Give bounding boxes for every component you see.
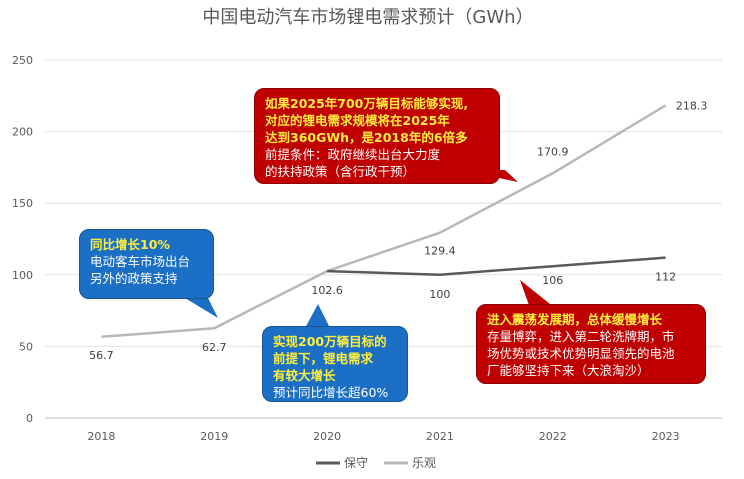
callout-tail-target	[305, 304, 330, 328]
y-tick-label: 200	[12, 126, 33, 139]
callout-line: 进入震荡发展期，总体缓慢增长	[487, 312, 663, 327]
data-label: 218.3	[676, 99, 708, 112]
data-label: 129.4	[424, 245, 456, 258]
x-axis: 2018 2019 2020 2021 2022 2023	[87, 430, 679, 443]
x-tick-label: 2022	[539, 430, 567, 443]
series-line-conservative	[327, 256, 666, 277]
data-label: 170.9	[537, 145, 569, 158]
callout-line: 如果2025年700万辆目标能够实现,	[265, 96, 469, 111]
legend: 保守 乐观	[316, 456, 436, 470]
callout-line: 前提条件：政府继续出台大力度	[265, 147, 441, 162]
callout-line: 存量博弈，进入第二轮洗牌期，市	[487, 329, 675, 344]
data-label: 106	[542, 274, 563, 287]
data-labels: 56.7 62.7 102.6 129.4 170.9 218.3 100 106 112	[89, 99, 707, 361]
data-label: 112	[655, 271, 676, 284]
callout-line: 同比增长10%	[90, 237, 170, 252]
data-label: 100	[429, 288, 450, 301]
callout-line: 对应的锂电需求规模将在2025年	[265, 113, 450, 128]
callout-optimistic-2025: 如果2025年700万辆目标能够实现, 对应的锂电需求规模将在2025年 达到3…	[254, 88, 500, 184]
y-tick-label: 50	[19, 340, 33, 353]
y-tick-label: 150	[12, 197, 33, 210]
x-tick-label: 2019	[200, 430, 228, 443]
data-label: 56.7	[89, 349, 114, 362]
callout-line: 另外的政策支持	[90, 271, 178, 286]
chart-title: 中国电动汽车市场锂电需求预计（GWh）	[202, 7, 533, 28]
x-tick-label: 2021	[426, 430, 454, 443]
callout-conservative: 进入震荡发展期，总体缓慢增长 存量博弈，进入第二轮洗牌期，市 场优势或技术优势明…	[476, 304, 706, 384]
y-tick-label: 0	[26, 412, 33, 425]
x-tick-label: 2023	[652, 430, 680, 443]
y-axis: 0 50 100 150 200 250	[12, 54, 33, 425]
callout-line: 前提下，锂电需求	[273, 351, 374, 366]
legend-label: 乐观	[412, 456, 436, 470]
legend-label: 保守	[344, 456, 368, 470]
callout-line: 实现200万辆目标的	[273, 334, 387, 349]
callout-target-2020: 实现200万辆目标的 前提下，锂电需求 有较大增长 预计同比增长超60%	[262, 326, 408, 402]
x-tick-label: 2018	[87, 430, 115, 443]
series-lines	[101, 104, 667, 339]
y-tick-label: 100	[12, 269, 33, 282]
data-label: 62.7	[202, 341, 227, 354]
callout-tail-yoy	[185, 298, 218, 318]
callout-line: 电动客车市场出台	[90, 254, 191, 269]
callout-line: 达到360GWh，是2018年的6倍多	[265, 130, 468, 145]
series-line-optimistic	[101, 104, 667, 339]
x-tick-label: 2020	[313, 430, 341, 443]
callout-line: 预计同比增长超60%	[273, 385, 389, 400]
data-label: 102.6	[311, 284, 343, 297]
callout-line: 的扶持政策（含行政干预）	[265, 164, 416, 179]
callout-yoy-2019: 同比增长10% 电动客车市场出台 另外的政策支持	[79, 229, 214, 299]
callout-line: 厂能够坚持下来（大浪淘沙）	[487, 363, 650, 378]
callout-tail-conservative	[520, 280, 555, 308]
y-tick-label: 250	[12, 54, 33, 67]
callout-line: 场优势或技术优势明显领先的电池	[487, 346, 675, 361]
callout-line: 有较大增长	[273, 368, 336, 383]
